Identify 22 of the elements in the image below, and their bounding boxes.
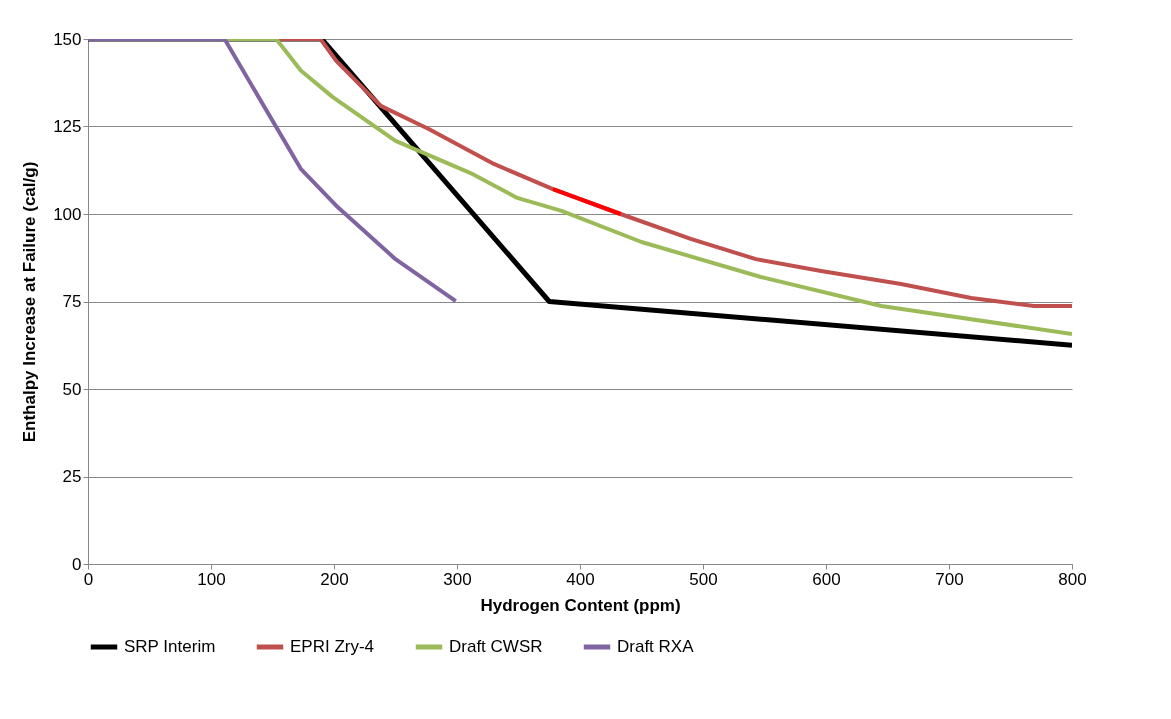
y-tick-label: 25 xyxy=(62,467,82,486)
y-tick-label: 0 xyxy=(72,554,82,574)
x-tick-label: 200 xyxy=(320,569,349,589)
y-axis-title: Enthalpy Increase at Failure (cal/g) xyxy=(20,161,40,443)
x-axis-title: Hydrogen Content (ppm) xyxy=(480,595,681,615)
y-tick-label: 50 xyxy=(62,379,82,399)
y-tick-label: 100 xyxy=(53,204,82,224)
x-tick-label: 400 xyxy=(566,569,595,589)
line-series xyxy=(88,39,458,304)
y-tick-label: 75 xyxy=(62,292,82,311)
x-tick-label: 100 xyxy=(197,569,226,589)
x-tick-label: 600 xyxy=(812,569,841,589)
legend-label: SRP Interim xyxy=(124,637,216,656)
x-tick-label: 700 xyxy=(935,569,964,589)
x-tick-label: 500 xyxy=(689,569,718,589)
x-tick-label: 300 xyxy=(443,569,472,589)
x-tick-label: 800 xyxy=(1058,569,1087,589)
legend-label: EPRI Zry-4 xyxy=(290,637,375,656)
y-tick-label: 150 xyxy=(53,29,82,49)
legend-label: Draft CWSR xyxy=(449,637,543,656)
y-tick-label: 125 xyxy=(53,117,82,136)
legend-label: Draft RXA xyxy=(617,637,695,656)
